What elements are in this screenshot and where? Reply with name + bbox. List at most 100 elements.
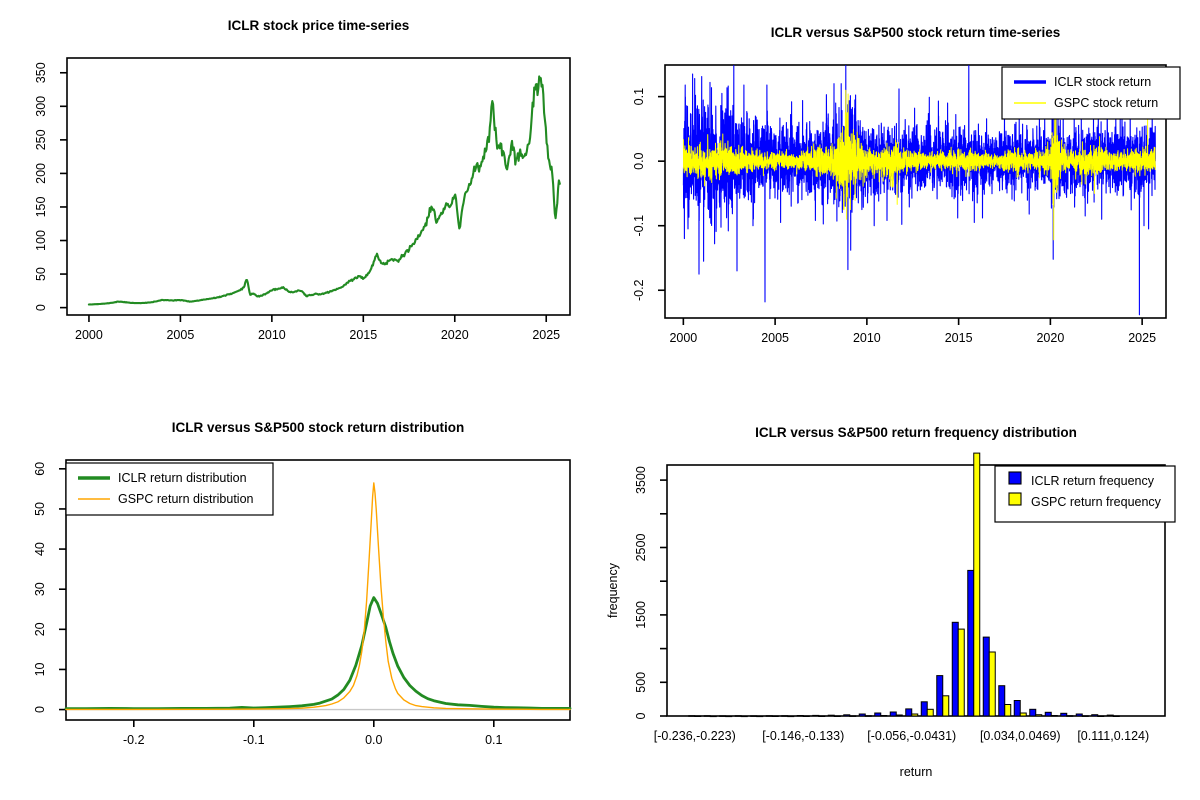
- bar-gspc-17: [957, 628, 965, 717]
- y-tick-label: 2500: [634, 534, 648, 562]
- bar-iclr-0: [688, 715, 696, 717]
- bin-label: [0.111,0.124): [1077, 729, 1149, 743]
- legend-label: ICLR return distribution: [118, 471, 247, 485]
- x-tick-label: -0.2: [123, 733, 145, 747]
- bar-iclr-10: [843, 714, 851, 717]
- legend-label: ICLR return frequency: [1031, 474, 1155, 488]
- y-tick-label: 350: [34, 62, 48, 83]
- legend-label: GSPC return frequency: [1031, 495, 1162, 509]
- bar-iclr-27: [1106, 714, 1114, 717]
- bar-gspc-10: [849, 715, 857, 717]
- bar-gspc-13: [895, 714, 903, 717]
- plot-box: [664, 64, 1167, 319]
- chart-title: ICLR versus S&P500 return frequency dist…: [755, 425, 1077, 440]
- bar-gspc-1: [709, 715, 717, 718]
- y-tick-label: 50: [33, 502, 47, 516]
- bar-gspc-24: [1066, 715, 1074, 717]
- bar-gspc-26: [1097, 715, 1105, 717]
- y-tick-label: 250: [34, 129, 48, 150]
- panel-stock-price: ICLR stock price time-series 2000 2005 2010…: [0, 0, 600, 400]
- x-axis: 2000 2005 2010 2015 2020 2025: [75, 315, 560, 342]
- x-tick-label: 2015: [349, 328, 377, 342]
- bar-gspc-4: [756, 715, 764, 718]
- bar-gspc-12: [880, 715, 888, 717]
- y-tick-label: 1500: [634, 601, 648, 629]
- y-tick-label: 0: [634, 712, 648, 719]
- bar-iclr-1: [703, 715, 711, 717]
- y-axis: 0 500 1500 2500 3500: [634, 466, 667, 719]
- bar-iclr-23: [1044, 711, 1052, 717]
- legend-label: GSPC return distribution: [118, 492, 254, 506]
- bar-gspc-11: [864, 715, 872, 717]
- bar-iclr-19: [982, 636, 990, 717]
- bar-iclr-22: [1029, 708, 1037, 717]
- bar-iclr-8: [812, 714, 820, 717]
- bar-gspc-21: [1019, 712, 1027, 717]
- chart-title: ICLR versus S&P500 stock return distribu…: [172, 420, 465, 435]
- y-tick-label: 0: [34, 304, 48, 311]
- y-axis-label: frequency: [606, 562, 620, 618]
- bin-label: [0.034,0.0469): [980, 729, 1061, 743]
- x-axis: 2000 2005 2010 2015 2020 2025: [669, 318, 1156, 345]
- y-tick-label: 50: [34, 267, 48, 281]
- plot-box: [65, 459, 571, 721]
- panel-return-density: ICLR versus S&P500 stock return distribu…: [0, 400, 600, 800]
- bar-iclr-11: [858, 713, 866, 717]
- y-tick-label: 0.0: [632, 152, 646, 169]
- y-tick-label: 0: [33, 706, 47, 713]
- return-histogram-chart: ICLR versus S&P500 return frequency dist…: [606, 425, 1176, 779]
- bar-iclr-13: [889, 711, 897, 717]
- x-tick-label: 2000: [75, 328, 103, 342]
- bar-iclr-21: [1013, 700, 1021, 717]
- legend-box: [1001, 66, 1181, 120]
- legend-box: [65, 462, 274, 516]
- bar-gspc-23: [1050, 715, 1058, 717]
- bin-label: [-0.236,-0.223): [654, 729, 736, 743]
- x-tick-label: 2005: [761, 331, 789, 345]
- x-tick-label: 2010: [853, 331, 881, 345]
- bar-gspc-2: [725, 715, 733, 718]
- bar-gspc-22: [1035, 714, 1043, 717]
- panel-return-histogram: ICLR versus S&P500 return frequency dist…: [600, 400, 1200, 800]
- bar-iclr-14: [905, 708, 913, 717]
- panel-return-timeseries: ICLR versus S&P500 stock return time-ser…: [600, 0, 1200, 400]
- y-tick-label: -0.2: [632, 279, 646, 301]
- y-tick-label: -0.1: [632, 215, 646, 237]
- bar-iclr-4: [750, 715, 758, 717]
- bar-iclr-25: [1075, 713, 1083, 717]
- legend: ICLR return frequency GSPC return frequen…: [994, 465, 1176, 523]
- bar-gspc-19: [988, 651, 996, 717]
- y-tick-label: 10: [33, 662, 47, 676]
- chart-title: ICLR versus S&P500 stock return time-ser…: [771, 25, 1061, 40]
- y-tick-label: 20: [33, 622, 47, 636]
- x-tick-label: -0.1: [243, 733, 265, 747]
- y-tick-label: 60: [33, 462, 47, 476]
- x-tick-label: 0.0: [365, 733, 382, 747]
- legend-swatch: [1008, 471, 1022, 485]
- y-axis: 0 50 100 150 200 250 300 350: [34, 62, 67, 311]
- bar-gspc-14: [911, 713, 919, 717]
- x-tick-label: 2005: [166, 328, 194, 342]
- bar-gspc-16: [942, 695, 950, 717]
- bar-gspc-3: [740, 715, 748, 718]
- bin-label: [-0.146,-0.133): [762, 729, 844, 743]
- y-tick-label: 200: [34, 163, 48, 184]
- bar-gspc-9: [833, 715, 841, 717]
- x-tick-label: 2015: [945, 331, 973, 345]
- x-tick-label: 2025: [1128, 331, 1156, 345]
- x-tick-label: 2025: [532, 328, 560, 342]
- bar-gspc-0: [694, 715, 702, 717]
- bar-iclr-7: [796, 715, 804, 717]
- return-density-chart: ICLR versus S&P500 stock return distribu…: [33, 420, 572, 747]
- bar-gspc-8: [818, 715, 826, 717]
- y-tick-label: 30: [33, 582, 47, 596]
- bar-gspc-20: [1004, 704, 1012, 717]
- y-tick-label: 0.1: [632, 88, 646, 105]
- y-axis: 0 10 20 30 40 50 60: [33, 462, 66, 713]
- bar-gspc-25: [1081, 715, 1089, 717]
- x-tick-label: 2000: [669, 331, 697, 345]
- bar-iclr-5: [765, 715, 773, 717]
- bar-gspc-6: [787, 715, 795, 718]
